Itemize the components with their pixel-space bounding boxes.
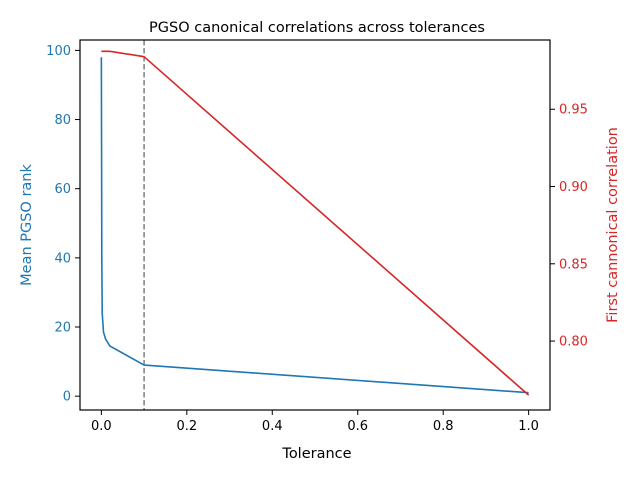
x-tick-label: 0.6 [347,419,368,434]
right-axis-ticks: 0.80 0.85 0.90 0.95 [550,103,588,350]
series-group [100,50,530,396]
left-tick-label: 0 [63,390,71,405]
left-axis-label: Mean PGSO rank [19,164,35,286]
left-tick-label: 80 [54,113,71,128]
chart-title: PGSO canonical correlations across toler… [149,20,485,36]
x-tick-label: 0.0 [91,419,112,434]
x-axis-label: Tolerance [281,446,351,462]
x-tick-label: 1.0 [518,419,539,434]
x-tick-label: 0.8 [433,419,454,434]
plot-frame [79,39,551,411]
left-tick-label: 20 [54,321,71,336]
series-line-left [100,57,529,394]
x-tick-label: 0.4 [262,419,283,434]
right-tick-label: 0.90 [559,180,588,195]
x-axis-ticks: 0.0 0.2 0.4 0.6 0.8 1.0 [91,410,539,434]
plot-area [100,40,530,410]
left-tick-label: 40 [54,251,71,266]
right-axis-label: First cannonical correlation [605,127,621,323]
right-tick-label: 0.85 [559,257,588,272]
left-tick-label: 100 [46,44,71,59]
right-tick-label: 0.95 [559,103,588,118]
series-line-right [101,50,530,396]
x-tick-label: 0.2 [176,419,197,434]
right-tick-label: 0.80 [559,335,588,350]
left-axis-ticks: 0 20 40 60 80 100 [46,44,80,405]
left-tick-label: 60 [54,182,71,197]
